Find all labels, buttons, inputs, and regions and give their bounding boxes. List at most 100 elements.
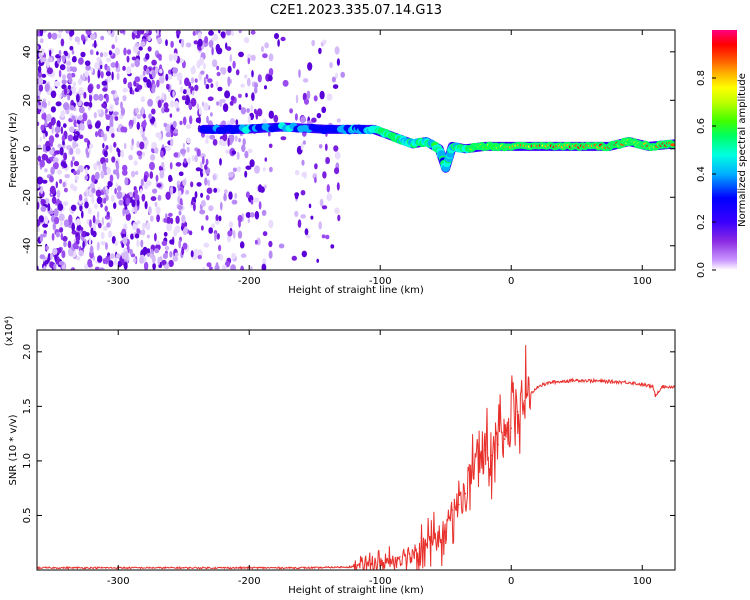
noise-speck [154, 66, 159, 74]
noise-speck [165, 73, 169, 81]
snr-data-point [510, 427, 512, 430]
noise-speck [84, 232, 90, 237]
snr-data-point [661, 385, 663, 388]
noise-speck [96, 211, 100, 220]
noise-speck [164, 93, 167, 102]
noise-speck [215, 43, 221, 53]
noise-speck [175, 30, 181, 35]
noise-speck [226, 46, 232, 51]
noise-speck [108, 107, 114, 112]
noise-speck [278, 243, 285, 249]
spectrogram-x-axis: -300 -200 -100 0 100 [107, 30, 652, 287]
noise-speck [140, 239, 144, 248]
snr-data-point [641, 383, 643, 386]
noise-speck [314, 177, 317, 184]
noise-speck [245, 191, 250, 198]
noise-speck [156, 240, 160, 245]
noise-speck [249, 159, 255, 168]
noise-speck [142, 222, 146, 230]
noise-speck [156, 214, 161, 223]
noise-speck [147, 35, 152, 42]
noise-speck [254, 82, 258, 89]
noise-speck [194, 78, 198, 83]
noise-speck [326, 193, 332, 202]
noise-speck [111, 156, 116, 163]
noise-speck [200, 192, 204, 198]
noise-speck [215, 80, 219, 88]
noise-speck [229, 54, 233, 63]
snr-data-point [399, 556, 401, 558]
noise-speck [154, 147, 159, 154]
noise-speck [199, 56, 204, 66]
noise-speck [51, 125, 54, 134]
noise-speck [200, 200, 206, 207]
noise-speck [200, 70, 205, 75]
noise-speck [58, 213, 65, 222]
noise-speck [48, 135, 55, 144]
noise-speck [126, 49, 131, 55]
noise-speck [40, 198, 46, 206]
noise-speck [332, 84, 339, 89]
noise-speck [216, 71, 221, 77]
noise-speck [324, 143, 328, 151]
noise-speck [83, 91, 87, 99]
noise-speck [146, 79, 152, 88]
noise-speck [204, 177, 208, 186]
noise-speck [82, 240, 85, 249]
noise-speck [192, 64, 196, 74]
noise-speck [239, 241, 245, 249]
noise-speck [113, 202, 117, 209]
noise-speck [333, 145, 339, 152]
noise-speck [170, 217, 174, 225]
colorbar-tick-label: 0.4 [696, 166, 707, 182]
noise-speck [52, 247, 58, 256]
noise-speck [136, 228, 141, 234]
noise-speck [47, 253, 51, 261]
noise-speck [59, 227, 64, 233]
noise-speck [128, 154, 133, 161]
noise-speck [51, 196, 57, 204]
noise-speck [244, 170, 248, 178]
noise-speck [227, 82, 231, 87]
noise-speck [334, 167, 340, 175]
noise-speck [151, 108, 156, 115]
snr-data-point [497, 443, 499, 446]
colorbar-tick-label: 0.0 [696, 262, 707, 278]
snr-data-point [523, 400, 526, 402]
noise-speck [243, 37, 250, 44]
noise-speck [227, 230, 233, 237]
noise-speck [193, 202, 196, 212]
noise-speck [105, 94, 109, 103]
noise-speck [177, 184, 181, 189]
noise-speck [132, 223, 138, 231]
noise-speck [119, 30, 125, 34]
noise-speck [232, 230, 236, 239]
snr-data-point [484, 449, 486, 451]
noise-speck [273, 114, 279, 123]
noise-speck [118, 199, 124, 206]
noise-speck [182, 242, 188, 250]
noise-speck [203, 76, 207, 86]
noise-speck [254, 210, 260, 220]
noise-speck [205, 134, 210, 139]
noise-speck [250, 104, 254, 112]
noise-speck [218, 244, 222, 252]
snr-data-point [353, 565, 355, 568]
noise-speck [143, 182, 149, 190]
noise-speck [42, 144, 46, 153]
noise-speck [215, 262, 219, 270]
noise-speck [120, 149, 125, 158]
noise-speck [87, 75, 91, 84]
spectrogram-y-axis: -40 -20 0 20 40 [22, 45, 675, 254]
snr-data-point [490, 454, 493, 457]
noise-speck [82, 72, 86, 82]
noise-speck [78, 57, 84, 65]
noise-speck [129, 124, 132, 130]
noise-speck [250, 54, 256, 61]
noise-speck [110, 62, 117, 68]
noise-speck [205, 138, 209, 144]
noise-speck [38, 84, 44, 92]
noise-speck [159, 256, 163, 262]
noise-speck [179, 198, 183, 206]
noise-speck [186, 146, 190, 153]
